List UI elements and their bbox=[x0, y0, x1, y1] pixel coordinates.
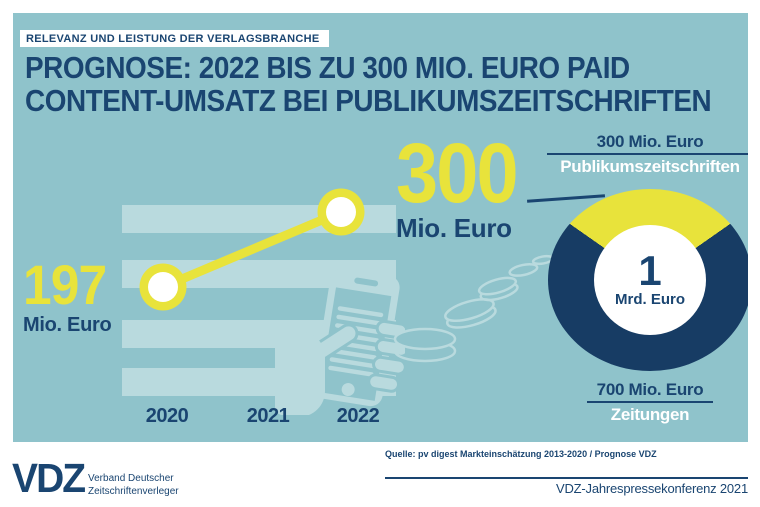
page-title: PROGNOSE: 2022 BIS ZU 300 MIO. EURO PAID… bbox=[25, 50, 712, 119]
donut-total-value: 1 bbox=[638, 246, 662, 294]
vdz-tagline-line2: Zeitschriftenverleger bbox=[88, 485, 179, 497]
value-label-2020: 197 Mio. Euro bbox=[23, 253, 113, 337]
source-note: Quelle: pv digest Markteinschätzung 2013… bbox=[385, 449, 657, 459]
coins-icon bbox=[393, 254, 555, 363]
x-axis-label-2021: 2021 bbox=[246, 405, 290, 427]
value-2022: 300 bbox=[396, 126, 519, 220]
divider-line bbox=[587, 401, 713, 403]
footer-event-label: VDZ-Jahrespressekonferenz 2021 bbox=[556, 481, 748, 496]
infographic-panel: RELEVANZ UND LEISTUNG DER VERLAGSBRANCHE… bbox=[13, 13, 748, 442]
unit-2022: Mio. Euro bbox=[396, 213, 512, 244]
x-axis-label-2022: 2022 bbox=[336, 405, 380, 427]
page-title-line2: CONTENT-UMSATZ BEI PUBLIKUMSZEITSCHRIFTE… bbox=[25, 83, 712, 119]
divider-line bbox=[547, 153, 748, 155]
smartphone-hand-icon bbox=[275, 268, 405, 415]
donut-center: 1 Mrd. Euro bbox=[594, 225, 706, 335]
donut-chart: 1 Mrd. Euro bbox=[548, 189, 748, 371]
vdz-logo: VDZ bbox=[12, 455, 86, 501]
value-label-2022: 300 Mio. Euro bbox=[396, 126, 530, 244]
footer-divider-line bbox=[385, 477, 748, 479]
page-title-line1: PROGNOSE: 2022 BIS ZU 300 MIO. EURO PAID bbox=[25, 50, 630, 85]
donut-label-top-name: Publikumszeitschriften bbox=[560, 157, 740, 176]
donut-label-publikumszeitschriften: 300 Mio. Euro Publikumszeitschriften bbox=[535, 132, 748, 177]
x-axis-label-2020: 2020 bbox=[145, 405, 189, 427]
donut-total-unit: Mrd. Euro bbox=[615, 291, 685, 309]
donut-label-bottom-value: 700 Mio. Euro bbox=[596, 380, 704, 399]
palm bbox=[275, 331, 325, 415]
connector-line bbox=[527, 194, 605, 203]
line-chart bbox=[139, 188, 365, 311]
donut-label-top-value: 300 Mio. Euro bbox=[596, 132, 704, 151]
kicker-badge: RELEVANZ UND LEISTUNG DER VERLAGSBRANCHE bbox=[20, 30, 329, 47]
vdz-tagline: Verband Deutscher Zeitschriftenverleger bbox=[88, 473, 179, 498]
donut-label-zeitungen: 700 Mio. Euro Zeitungen bbox=[535, 380, 748, 425]
value-2020: 197 bbox=[23, 253, 107, 316]
vdz-tagline-line1: Verband Deutscher bbox=[88, 473, 174, 484]
unit-2020: Mio. Euro bbox=[23, 314, 112, 337]
donut-label-bottom-name: Zeitungen bbox=[610, 405, 690, 424]
